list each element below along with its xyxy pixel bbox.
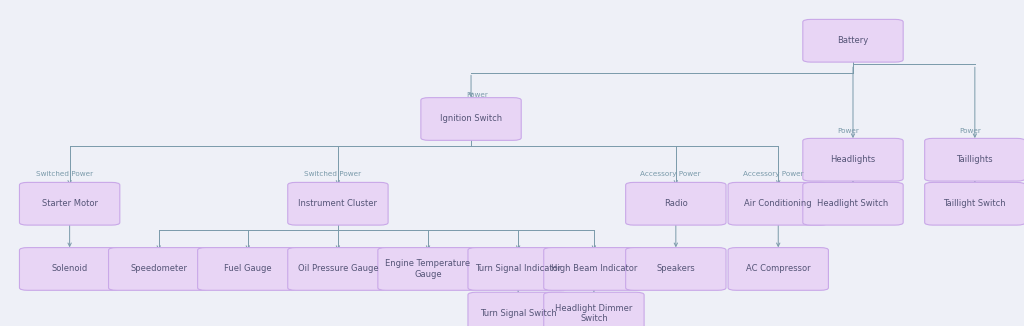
Text: Switched Power: Switched Power — [304, 171, 361, 177]
Text: Headlight Dimmer
Switch: Headlight Dimmer Switch — [555, 304, 633, 323]
FancyBboxPatch shape — [803, 20, 903, 62]
FancyBboxPatch shape — [19, 248, 120, 290]
Text: Switched Power: Switched Power — [36, 171, 93, 177]
Text: Turn Signal Switch: Turn Signal Switch — [480, 309, 556, 318]
Text: Radio: Radio — [664, 199, 688, 208]
Text: AC Compressor: AC Compressor — [745, 264, 811, 274]
Text: Engine Temperature
Gauge: Engine Temperature Gauge — [385, 259, 471, 279]
Text: Solenoid: Solenoid — [51, 264, 88, 274]
FancyBboxPatch shape — [803, 182, 903, 225]
FancyBboxPatch shape — [728, 182, 828, 225]
Text: Oil Pressure Gauge: Oil Pressure Gauge — [298, 264, 378, 274]
FancyBboxPatch shape — [19, 182, 120, 225]
FancyBboxPatch shape — [626, 248, 726, 290]
Text: Accessory Power: Accessory Power — [640, 171, 701, 177]
Text: Speedometer: Speedometer — [130, 264, 187, 274]
FancyBboxPatch shape — [626, 182, 726, 225]
Text: Headlights: Headlights — [830, 155, 876, 164]
Text: Taillights: Taillights — [956, 155, 993, 164]
Text: Power: Power — [958, 128, 981, 134]
FancyBboxPatch shape — [421, 98, 521, 140]
Text: Power: Power — [837, 128, 859, 134]
FancyBboxPatch shape — [378, 248, 478, 290]
Text: Speakers: Speakers — [656, 264, 695, 274]
FancyBboxPatch shape — [468, 248, 568, 290]
Text: Fuel Gauge: Fuel Gauge — [224, 264, 271, 274]
Text: Taillight Switch: Taillight Switch — [943, 199, 1007, 208]
Text: Turn Signal Indicator: Turn Signal Indicator — [475, 264, 561, 274]
FancyBboxPatch shape — [925, 138, 1024, 181]
FancyBboxPatch shape — [544, 292, 644, 326]
FancyBboxPatch shape — [468, 292, 568, 326]
FancyBboxPatch shape — [544, 248, 644, 290]
FancyBboxPatch shape — [925, 182, 1024, 225]
Text: Starter Motor: Starter Motor — [42, 199, 97, 208]
Text: Power: Power — [466, 92, 487, 98]
FancyBboxPatch shape — [803, 138, 903, 181]
Text: Instrument Cluster: Instrument Cluster — [298, 199, 378, 208]
FancyBboxPatch shape — [288, 248, 388, 290]
Text: High Beam Indicator: High Beam Indicator — [551, 264, 637, 274]
FancyBboxPatch shape — [198, 248, 298, 290]
Text: Battery: Battery — [838, 36, 868, 45]
Text: Accessory Power: Accessory Power — [742, 171, 804, 177]
Text: Headlight Switch: Headlight Switch — [817, 199, 889, 208]
Text: Air Conditioning: Air Conditioning — [744, 199, 812, 208]
FancyBboxPatch shape — [288, 182, 388, 225]
Text: Ignition Switch: Ignition Switch — [440, 114, 502, 124]
FancyBboxPatch shape — [109, 248, 209, 290]
FancyBboxPatch shape — [728, 248, 828, 290]
